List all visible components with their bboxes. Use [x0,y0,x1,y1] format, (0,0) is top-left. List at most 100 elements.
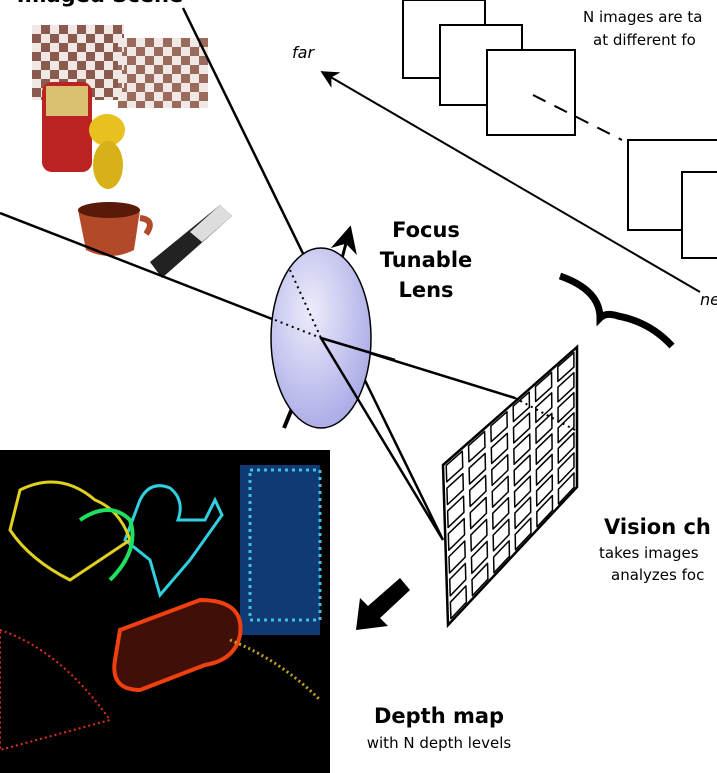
checker-square [127,65,136,74]
chip-cell [512,391,531,423]
chip-cell [557,412,575,444]
chip-cell [446,472,465,506]
table-edge [229,638,322,702]
checker-square [113,88,122,97]
checker-square [32,79,41,88]
image-frame [486,49,576,136]
checker-square [113,52,122,61]
checker-square [190,56,199,65]
checker-square [86,79,95,88]
checker-square [145,83,154,92]
checker-square [86,61,95,70]
chip-title: Vision ch [604,515,711,539]
ray [0,211,322,340]
checker-square [163,101,172,108]
checker-square [190,92,199,101]
checker-square [172,92,181,101]
checker-square [104,97,113,100]
cup [78,210,140,256]
chip-cell [470,540,489,575]
checker-square [122,43,124,52]
checker-square [32,61,41,70]
chip-cell [557,472,575,505]
chip-cell [557,391,575,424]
chip-cell [557,351,575,383]
scene-label: Imaged Scene [17,0,184,7]
checker-square [41,34,50,43]
checker-square [113,70,122,79]
checker-square [136,38,145,47]
chip-cell [492,539,511,574]
checker-square [77,70,86,79]
checker-square [163,83,172,92]
chip-cell [490,411,508,443]
image-frame [681,171,717,259]
focus-range-arrow [320,71,701,293]
checker-square [136,92,145,101]
lens-label: Tunable [380,248,473,272]
checker-square [95,88,104,97]
checker-square [77,34,86,43]
checker-square [68,61,77,70]
chip-cell [446,495,465,529]
chip-cell [448,540,466,574]
chip-desc: takes images [599,544,699,562]
chip-cell [514,517,532,551]
depth-map-desc: with N depth levels [367,734,512,752]
checker-square [199,101,208,108]
checker-square [154,92,163,101]
checker-square [118,56,127,65]
ellipsis-line [532,94,623,141]
checker-square [59,52,68,61]
chip-cell [514,496,532,530]
cup-handle [139,215,153,236]
chip-cell [534,371,553,403]
checker-square [136,56,145,65]
chip-cell [535,412,553,445]
checker-square [32,43,41,52]
checker-square [163,65,172,74]
checker-square [127,83,136,92]
checker-square [122,79,124,88]
checker-square [59,34,68,43]
near-label: ne [700,290,717,309]
checker-square [190,38,199,47]
pen-cap [190,205,232,242]
checker-square [122,25,124,34]
checker-square [190,74,199,83]
checker-square [104,43,113,52]
checker-square [172,74,181,83]
checker-square [127,47,136,56]
checker-square [145,65,154,74]
checker-square [95,70,104,79]
bear-head [89,114,125,146]
checker-square [172,56,181,65]
checker-square [145,47,154,56]
ray-inside [289,269,322,339]
pen-edge [112,597,243,693]
depth-map-image [0,450,330,773]
checker-square [32,25,41,34]
chip-cell [512,412,531,444]
checker-square [118,38,127,47]
chip-cell [470,518,488,552]
chip-cell [557,371,575,403]
far-label: far [292,43,315,62]
depth-region [248,468,322,622]
checker-square [181,101,190,108]
checker-square [104,61,113,70]
chip-cell [491,475,510,508]
checker-square [127,101,136,108]
checker-square [50,43,59,52]
checker-square [59,70,68,79]
checker-square [163,47,172,56]
chip-cell [468,452,487,485]
chip-cell [535,453,553,486]
ray [319,337,445,541]
checker-square [172,38,181,47]
checker-square [104,79,113,88]
chip-cell [534,392,553,424]
chip-cell [469,496,488,530]
